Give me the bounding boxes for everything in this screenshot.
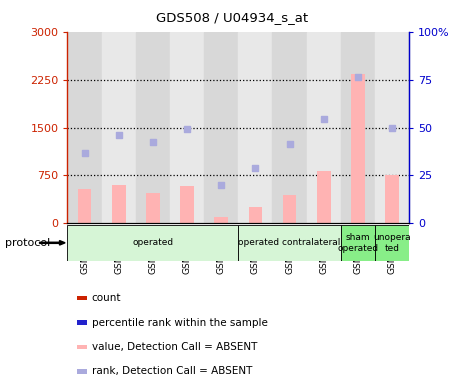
Point	[320, 116, 327, 122]
Text: sham
operated: sham operated	[338, 233, 379, 252]
Bar	[204, 32, 238, 223]
Bar	[214, 217, 228, 223]
Text: percentile rank within the sample: percentile rank within the sample	[92, 318, 267, 327]
Point	[81, 150, 88, 156]
Bar	[283, 195, 296, 223]
Text: value, Detection Call = ABSENT: value, Detection Call = ABSENT	[92, 342, 257, 352]
Bar	[341, 32, 375, 223]
Bar	[341, 225, 375, 261]
Text: rank, Detection Call = ABSENT: rank, Detection Call = ABSENT	[92, 366, 252, 375]
Bar	[67, 225, 238, 261]
Point	[286, 141, 293, 147]
Bar	[385, 176, 399, 223]
Point	[149, 139, 157, 145]
Text: unopera
ted: unopera ted	[373, 233, 411, 252]
Text: operated: operated	[133, 238, 173, 248]
Bar	[67, 32, 101, 223]
Text: GDS508 / U04934_s_at: GDS508 / U04934_s_at	[156, 11, 309, 24]
Bar	[375, 225, 409, 261]
Point	[252, 165, 259, 171]
Bar	[249, 207, 262, 223]
Bar	[306, 32, 341, 223]
Point	[388, 125, 396, 131]
Bar	[238, 32, 272, 223]
Text: operated contralateral: operated contralateral	[239, 238, 341, 248]
Text: protocol: protocol	[5, 238, 50, 248]
Bar	[112, 185, 126, 223]
Bar	[375, 32, 409, 223]
Text: count: count	[92, 293, 121, 303]
Bar	[170, 32, 204, 223]
Point	[183, 126, 191, 132]
Bar	[136, 32, 170, 223]
Point	[218, 182, 225, 188]
Bar	[101, 32, 136, 223]
Bar	[351, 74, 365, 223]
Bar	[238, 225, 341, 261]
Point	[354, 74, 362, 80]
Point	[115, 132, 122, 138]
Bar	[317, 171, 331, 223]
Bar	[146, 192, 159, 223]
Bar	[272, 32, 306, 223]
Bar	[78, 189, 91, 223]
Bar	[180, 186, 194, 223]
